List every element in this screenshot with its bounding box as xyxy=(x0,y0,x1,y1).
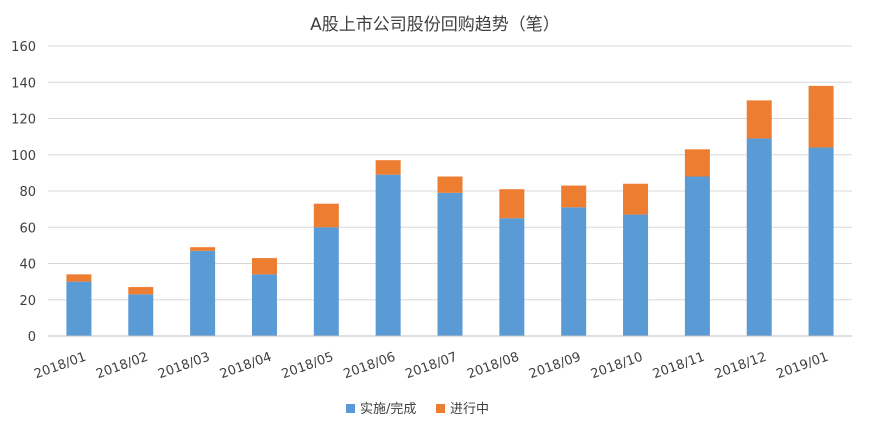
bar-s1-3 xyxy=(251,258,277,275)
bar-s0-2 xyxy=(190,250,216,336)
x-tick-label-7: 2018/08 xyxy=(465,350,521,383)
x-tick-label-5: 2018/06 xyxy=(342,350,398,383)
bar-s0-3 xyxy=(251,274,277,336)
y-tick-label-2: 40 xyxy=(19,258,36,273)
bar-s0-10 xyxy=(684,176,710,336)
bar-s1-6 xyxy=(437,176,463,193)
bar-s0-1 xyxy=(128,294,154,336)
y-tick-label-5: 100 xyxy=(11,149,36,164)
bar-s0-5 xyxy=(375,174,401,336)
y-tick-label-7: 140 xyxy=(11,76,36,91)
x-tick-label-11: 2018/12 xyxy=(713,350,769,383)
x-tick-label-4: 2018/05 xyxy=(280,350,336,383)
bar-s1-8 xyxy=(561,185,587,208)
bar-s1-2 xyxy=(190,247,216,251)
bar-s0-9 xyxy=(623,214,649,336)
y-axis-ticks: 0 20 40 60 80 100 120 140 160 xyxy=(11,40,36,345)
legend-label-0: 实施/完成 xyxy=(360,402,416,417)
bars xyxy=(66,85,834,336)
y-tick-label-4: 80 xyxy=(19,185,36,200)
legend-swatch-0 xyxy=(346,404,355,413)
x-tick-label-10: 2018/11 xyxy=(651,350,707,383)
x-axis-ticks: 2018/01 2018/02 2018/03 2018/04 2018/05 2018/… xyxy=(32,350,830,383)
bar-s1-1 xyxy=(128,287,154,295)
y-tick-label-6: 120 xyxy=(11,113,36,128)
x-tick-label-12: 2019/01 xyxy=(775,350,831,383)
bar-s1-10 xyxy=(684,149,710,177)
legend: 实施/完成 进行中 xyxy=(346,402,489,417)
bar-s1-9 xyxy=(623,183,649,215)
bar-s1-4 xyxy=(313,203,339,228)
bar-s1-7 xyxy=(499,189,525,219)
bar-s1-12 xyxy=(808,85,834,148)
bar-s0-12 xyxy=(808,147,834,336)
legend-swatch-1 xyxy=(436,404,445,413)
bar-s0-11 xyxy=(746,138,772,336)
chart-title: A股上市公司股份回购趋势（笔） xyxy=(310,15,560,35)
bar-s1-11 xyxy=(746,100,772,139)
x-tick-label-8: 2018/09 xyxy=(527,350,583,383)
bar-s0-4 xyxy=(313,227,339,336)
x-tick-label-9: 2018/10 xyxy=(589,350,645,383)
y-tick-label-0: 0 xyxy=(28,330,36,345)
legend-label-1: 进行中 xyxy=(450,402,489,417)
y-tick-label-1: 20 xyxy=(19,294,36,309)
x-tick-label-0: 2018/01 xyxy=(32,350,88,383)
y-tick-label-3: 60 xyxy=(19,221,36,236)
bar-s1-5 xyxy=(375,160,401,175)
x-tick-label-2: 2018/03 xyxy=(156,350,212,383)
x-tick-label-6: 2018/07 xyxy=(403,350,459,383)
x-tick-label-3: 2018/04 xyxy=(218,350,274,383)
y-tick-label-8: 160 xyxy=(11,40,36,55)
bar-s0-6 xyxy=(437,192,463,336)
x-tick-label-1: 2018/02 xyxy=(94,350,150,383)
bar-s1-0 xyxy=(66,274,92,282)
bar-s0-0 xyxy=(66,281,92,336)
bar-s0-7 xyxy=(499,218,525,336)
bar-s0-8 xyxy=(561,207,587,336)
